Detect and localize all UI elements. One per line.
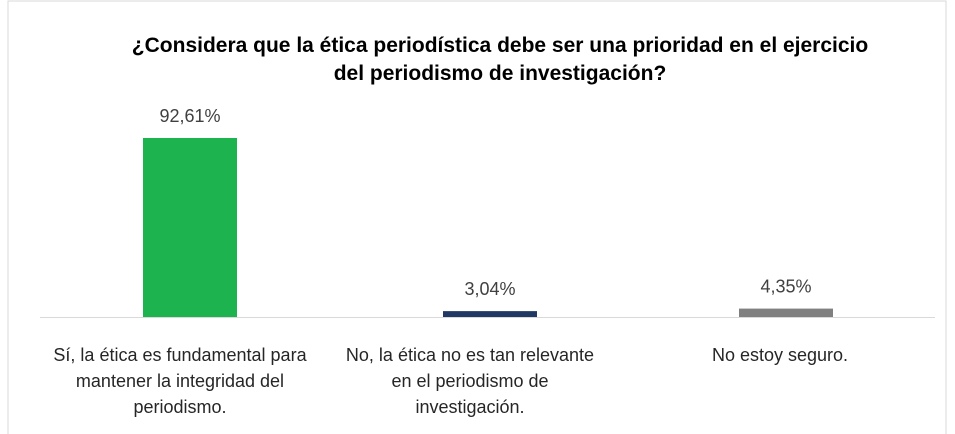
bar <box>739 308 833 317</box>
bar <box>143 137 237 317</box>
category-label: No, la ética no es tan relevante en el p… <box>345 345 595 417</box>
category-label: No estoy seguro. <box>711 345 849 365</box>
data-label: 3,04% <box>464 279 515 299</box>
category-label: Sí, la ética es fundamental para mantene… <box>53 345 307 417</box>
data-label: 92,61% <box>159 106 220 126</box>
chart-title: ¿Considera que la ética periodística deb… <box>131 34 869 85</box>
data-label: 4,35% <box>760 277 811 297</box>
bar <box>443 311 537 317</box>
chart-border <box>7 0 947 434</box>
